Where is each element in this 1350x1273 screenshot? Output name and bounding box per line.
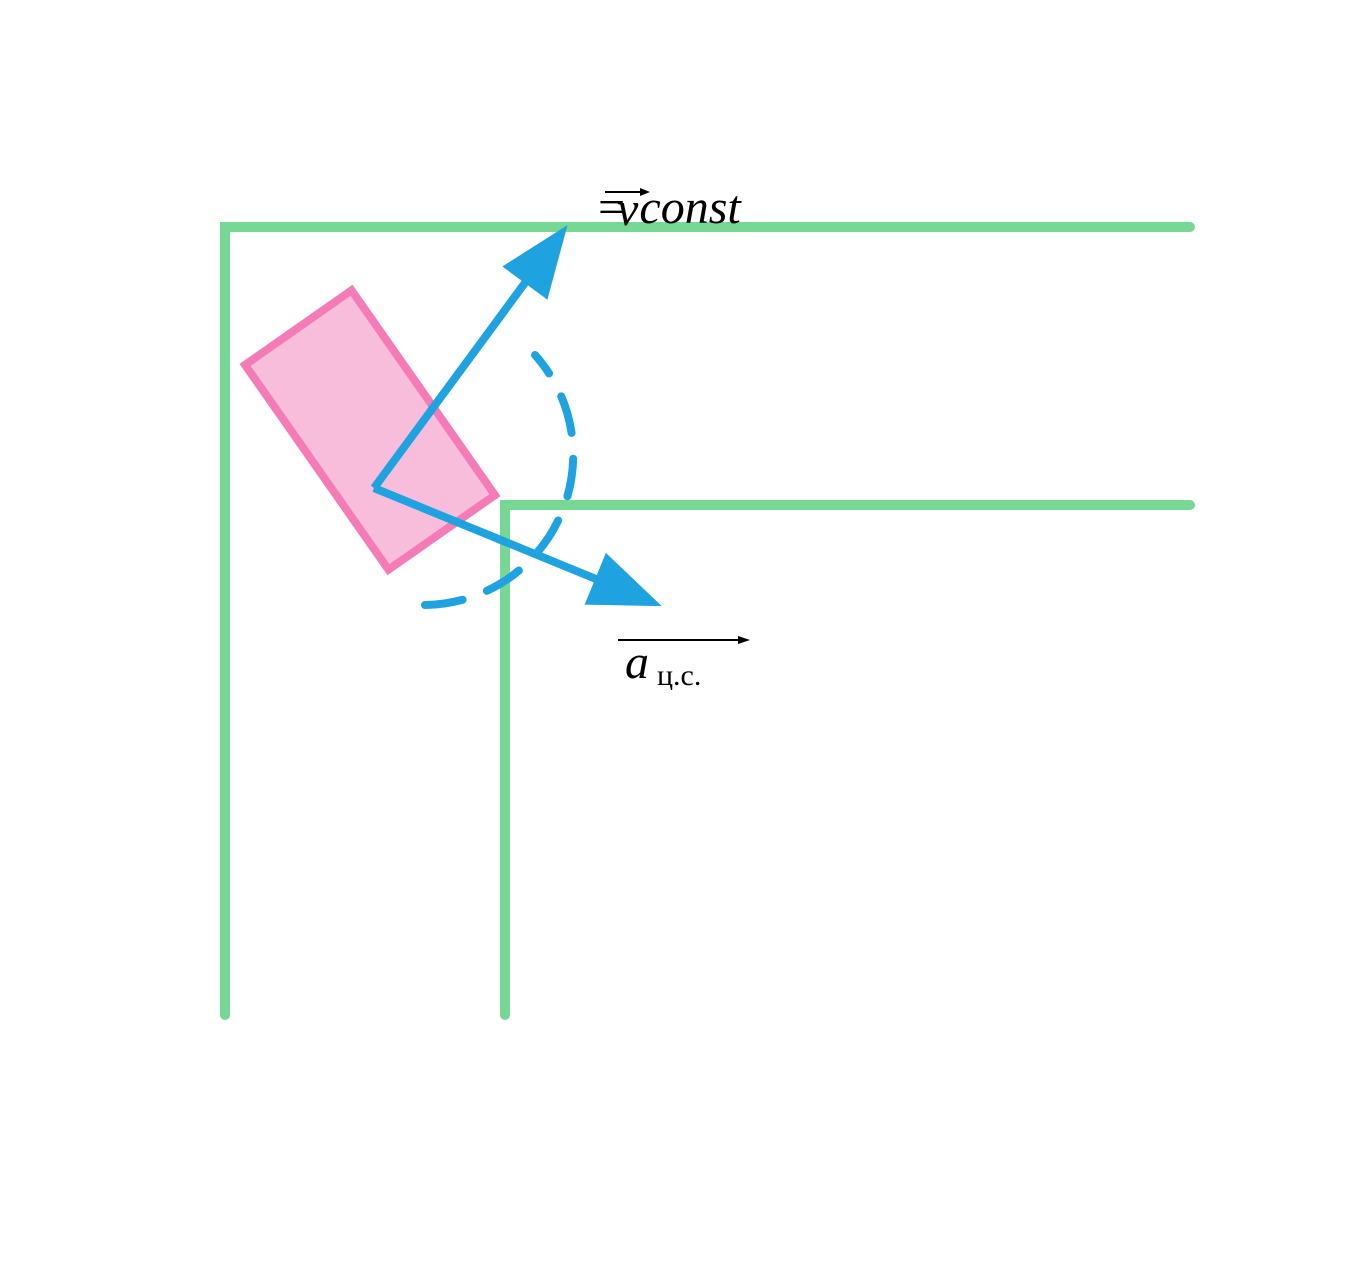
accel-subscript: ц.с. [657,659,701,690]
accel-symbol-a: a [625,636,649,689]
car-rect [245,290,495,569]
car-body [245,290,495,569]
svg-text:ц.с.: ц.с. [657,659,701,690]
physics-diagram: v = const a ц.с. [0,0,1350,1273]
velocity-label: v = const [595,180,741,235]
velocity-symbol: v [617,183,639,230]
svg-text:a: a [625,636,649,689]
svg-text:v: v [617,183,639,230]
